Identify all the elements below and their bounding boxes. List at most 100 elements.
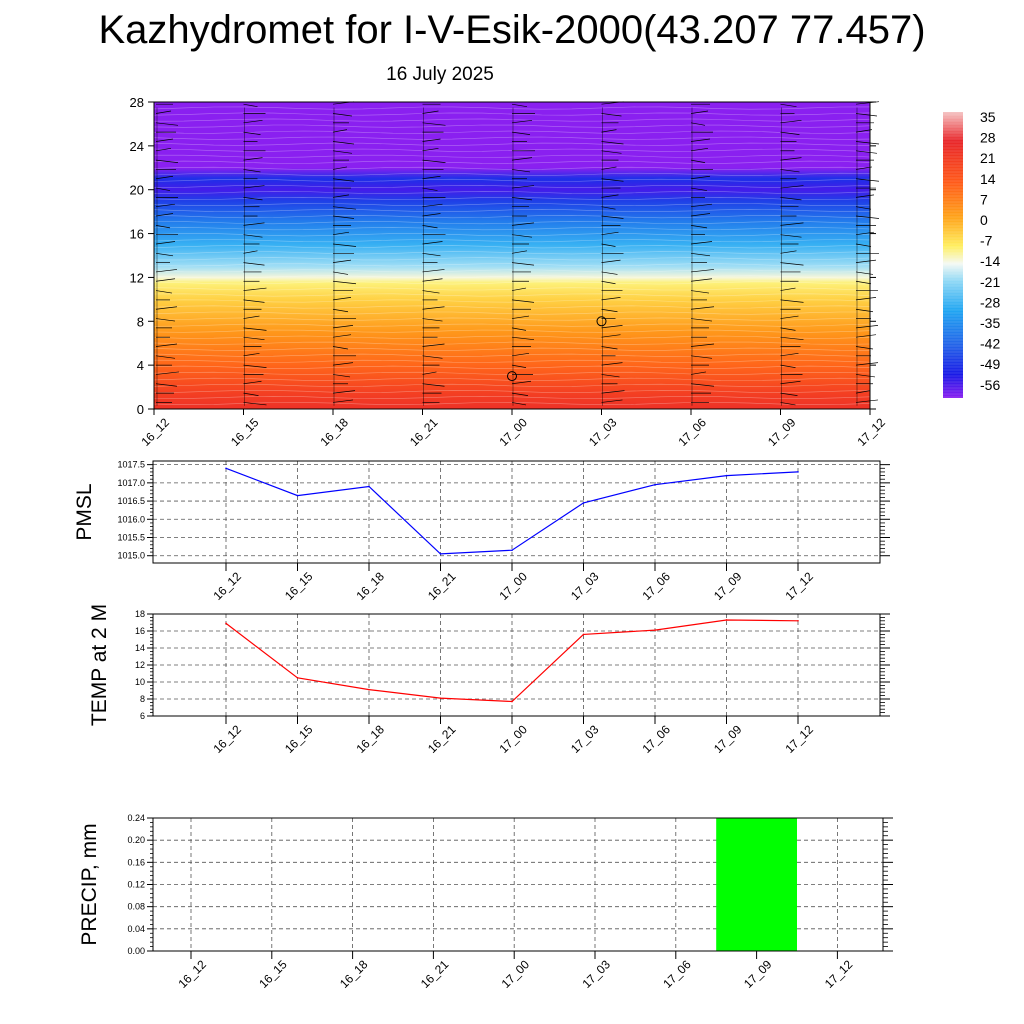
colorbar-label: 35 <box>980 109 996 125</box>
y-tick-label: 1015.0 <box>117 551 145 561</box>
wind-barb <box>422 278 443 282</box>
wind-barb <box>332 362 354 366</box>
wind-barb <box>601 308 618 313</box>
wind-barb <box>511 380 532 385</box>
colorbar-label: -28 <box>980 294 1000 310</box>
wind-barb <box>332 166 348 170</box>
data-point <box>439 553 442 555</box>
wind-barb <box>243 364 267 368</box>
contour-line <box>153 196 871 200</box>
wind-barb <box>332 399 354 403</box>
data-point <box>225 622 227 625</box>
contour-line <box>153 287 871 291</box>
wind-barb <box>690 290 710 294</box>
wind-barb <box>332 325 354 329</box>
wind-barb <box>243 119 263 124</box>
wind-barb <box>601 280 616 285</box>
wind-barb <box>780 402 796 406</box>
data-point <box>439 697 442 699</box>
wind-barb <box>601 346 618 350</box>
data-point <box>797 471 799 473</box>
contour-line <box>153 395 871 399</box>
x-tick-label: 16_18 <box>317 415 351 449</box>
x-tick-label: 17_09 <box>741 957 775 991</box>
x-tick-label: 17_06 <box>675 415 709 449</box>
wind-barb <box>332 178 355 182</box>
wind-barb <box>601 215 624 219</box>
wind-barb <box>155 159 179 163</box>
data-point <box>368 688 370 691</box>
wind-barb <box>601 150 622 154</box>
wind-barb <box>780 380 801 385</box>
wind-barb <box>243 380 262 385</box>
data-point <box>368 485 370 488</box>
wind-barb <box>511 352 530 357</box>
contour-line <box>153 142 871 146</box>
wind-barb <box>690 138 711 142</box>
contour-line <box>153 136 871 140</box>
wind-barb <box>690 355 713 359</box>
wind-barb <box>243 402 267 406</box>
wind-barb <box>780 222 804 226</box>
wind-barb <box>155 318 176 322</box>
wind-barb <box>243 234 263 238</box>
contour-line <box>153 365 871 369</box>
contour-line <box>153 341 871 345</box>
wind-barb <box>332 346 349 350</box>
y-tick-label: 18 <box>135 609 145 619</box>
contour-line <box>153 389 871 394</box>
wind-barb <box>855 259 877 263</box>
y-tick-label: 8 <box>140 694 145 704</box>
wind-barb <box>155 355 176 359</box>
data-point <box>725 474 728 477</box>
y-tick-label: 28 <box>130 95 144 110</box>
wind-barb <box>155 187 171 191</box>
data-point <box>511 700 513 703</box>
colorbar-label: 14 <box>980 171 996 187</box>
wind-barb <box>601 297 621 301</box>
contour-line <box>153 208 870 213</box>
wind-barb <box>511 157 533 161</box>
y-tick-label: 14 <box>135 643 145 653</box>
x-tick-label: 17_03 <box>586 415 620 449</box>
wind-barb <box>601 390 625 394</box>
y-tick-label: 20 <box>130 183 144 198</box>
wind-barb <box>243 287 267 291</box>
wind-barb <box>601 113 622 117</box>
wind-barb <box>422 138 441 142</box>
wind-barb <box>243 250 258 254</box>
x-tick-label: 16_21 <box>425 722 459 756</box>
x-tick-label: 16_15 <box>282 569 316 603</box>
wind-barb <box>780 287 796 291</box>
wind-barb <box>601 206 616 210</box>
contour-line <box>153 178 871 182</box>
wind-barb <box>690 306 715 310</box>
wind-barb <box>780 197 802 201</box>
wind-barb <box>332 113 353 117</box>
contour-line <box>153 233 871 237</box>
wind-barb <box>601 271 618 275</box>
data-point <box>725 619 728 621</box>
x-tick-label: 16_12 <box>210 569 244 603</box>
wind-barb <box>511 315 530 319</box>
wind-barb <box>690 110 709 114</box>
colorbar-label: 28 <box>980 130 996 146</box>
wind-barb <box>422 306 445 310</box>
precip-panel: 0.00 0.04 0.08 0.12 0.16 0.20 0.24 16_12 16_15 16… <box>78 813 893 991</box>
wind-barb <box>780 327 796 331</box>
x-tick-label: 16_18 <box>337 957 371 991</box>
contour-line <box>153 239 871 243</box>
colorbar-label: -49 <box>980 356 1000 372</box>
wind-barb <box>243 299 265 303</box>
wind-barb <box>243 103 258 108</box>
wind-barb <box>780 169 800 173</box>
x-tick-label: 17_12 <box>782 722 816 756</box>
wind-barb <box>601 166 617 170</box>
wind-barb <box>601 374 620 378</box>
wind-barb <box>155 175 174 180</box>
wind-barb <box>422 252 441 257</box>
wind-barb <box>332 308 349 313</box>
wind-barb <box>155 225 171 229</box>
colorbar-label: -21 <box>980 274 1000 290</box>
